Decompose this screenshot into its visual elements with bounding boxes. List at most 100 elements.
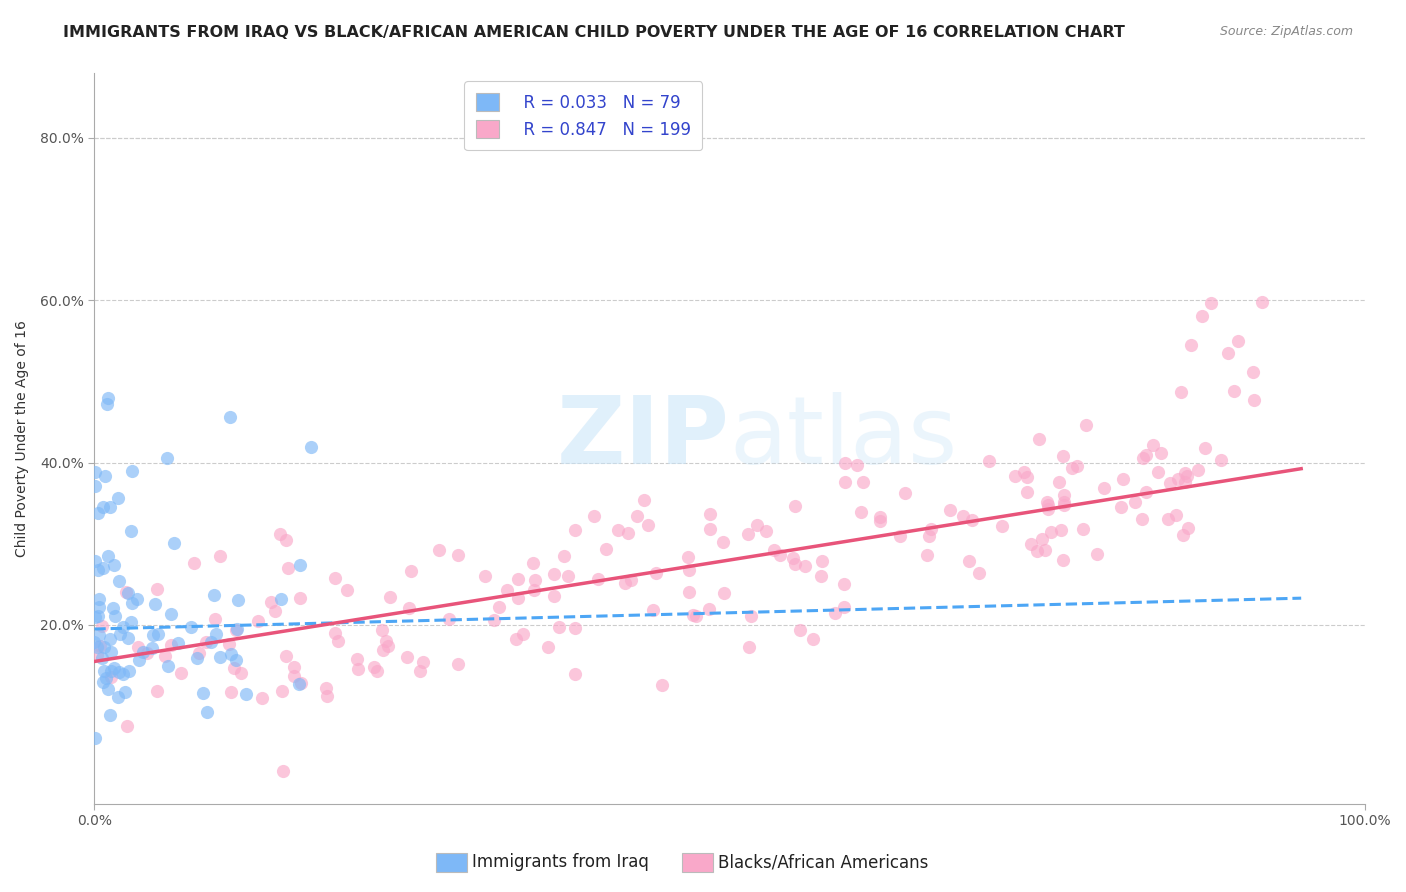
Point [94, 469, 117, 483]
Point [845, 458, 868, 473]
Point [967, 566, 990, 580]
Point [271, 764, 294, 778]
Point [1012, 465, 1035, 479]
Point [396, 649, 419, 664]
Point [1146, 465, 1168, 479]
Point [447, 657, 470, 671]
Point [1218, 345, 1240, 359]
Point [801, 632, 824, 646]
Point [145, 684, 167, 698]
Point [374, 633, 396, 648]
Text: Blacks/African Americans: Blacks/African Americans [718, 854, 929, 871]
Point [107, 491, 129, 506]
Point [651, 678, 673, 692]
Point [160, 638, 183, 652]
Point [260, 594, 283, 608]
Point [121, 615, 143, 629]
Point [938, 502, 960, 516]
Point [91, 651, 114, 665]
Point [1142, 438, 1164, 452]
Point [893, 486, 915, 500]
Point [1036, 499, 1059, 513]
Point [1149, 445, 1171, 459]
Point [711, 535, 734, 549]
Point [1066, 458, 1088, 473]
Point [290, 676, 312, 690]
Point [1047, 475, 1070, 489]
Point [699, 508, 721, 522]
Point [676, 549, 699, 564]
Point [957, 554, 980, 568]
Point [148, 627, 170, 641]
Point [156, 659, 179, 673]
Point [274, 648, 297, 663]
Text: ZIP: ZIP [557, 392, 730, 484]
Point [225, 624, 247, 638]
Point [218, 409, 240, 424]
Point [543, 566, 565, 581]
Point [1243, 392, 1265, 407]
Point [682, 608, 704, 623]
Point [104, 609, 127, 624]
Point [1222, 384, 1244, 399]
Point [167, 636, 190, 650]
Point [512, 626, 534, 640]
Point [606, 523, 628, 537]
Point [127, 640, 149, 654]
Point [89, 640, 111, 654]
Point [1031, 532, 1053, 546]
Point [1156, 512, 1178, 526]
Text: Immigrants from Iraq: Immigrants from Iraq [472, 854, 650, 871]
Point [769, 549, 792, 563]
Point [108, 627, 131, 641]
Point [229, 665, 252, 680]
Point [1187, 463, 1209, 477]
Point [810, 554, 832, 568]
Point [96, 671, 118, 685]
Point [84, 479, 107, 493]
Point [91, 560, 114, 574]
Point [283, 669, 305, 683]
Point [740, 608, 762, 623]
Point [789, 623, 811, 637]
Point [834, 456, 856, 470]
Point [678, 584, 700, 599]
Point [204, 612, 226, 626]
Point [1135, 485, 1157, 500]
Point [222, 661, 245, 675]
Point [97, 549, 120, 564]
Point [1191, 310, 1213, 324]
Point [447, 548, 470, 562]
Point [270, 591, 292, 606]
Point [186, 651, 208, 665]
Point [128, 653, 150, 667]
Point [637, 517, 659, 532]
Point [785, 558, 807, 572]
Point [586, 572, 609, 586]
Point [117, 586, 139, 600]
Point [697, 601, 720, 615]
Point [200, 635, 222, 649]
Point [920, 522, 942, 536]
Point [737, 527, 759, 541]
Point [474, 569, 496, 583]
Point [336, 583, 359, 598]
Point [915, 548, 938, 562]
Point [960, 513, 983, 527]
Point [283, 660, 305, 674]
Point [557, 569, 579, 583]
Point [97, 681, 120, 696]
Point [685, 608, 707, 623]
Point [111, 620, 134, 634]
Point [188, 646, 211, 660]
Point [620, 573, 643, 587]
Point [583, 508, 606, 523]
Point [87, 628, 110, 642]
Point [755, 524, 778, 539]
Point [108, 665, 131, 679]
Point [117, 631, 139, 645]
Point [208, 549, 231, 564]
Point [195, 634, 218, 648]
Point [121, 596, 143, 610]
Point [346, 662, 368, 676]
